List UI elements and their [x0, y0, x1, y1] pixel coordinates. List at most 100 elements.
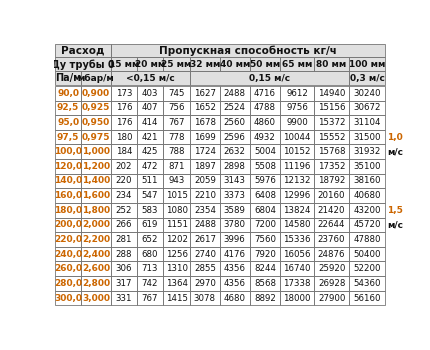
- Text: 3078: 3078: [194, 294, 216, 302]
- Text: 16740: 16740: [283, 264, 311, 273]
- Bar: [81, 174, 111, 188]
- Bar: [55, 86, 81, 100]
- Bar: [280, 174, 314, 188]
- Text: 3780: 3780: [224, 220, 246, 229]
- Text: 1652: 1652: [194, 103, 216, 112]
- Bar: [81, 291, 111, 305]
- Text: 1,800: 1,800: [82, 206, 110, 215]
- Bar: [314, 174, 349, 188]
- Bar: [349, 159, 385, 174]
- Bar: [220, 159, 250, 174]
- Bar: [111, 100, 137, 115]
- Text: 17352: 17352: [318, 162, 345, 171]
- Bar: [111, 218, 137, 232]
- Bar: [220, 174, 250, 188]
- Bar: [250, 218, 280, 232]
- Text: 5004: 5004: [254, 147, 276, 156]
- Text: 943: 943: [169, 176, 185, 186]
- Text: 3,000: 3,000: [82, 294, 110, 302]
- Bar: [163, 100, 190, 115]
- Bar: [163, 130, 190, 145]
- Text: 4788: 4788: [254, 103, 276, 112]
- Text: 10152: 10152: [283, 147, 311, 156]
- Bar: [220, 291, 250, 305]
- Text: 100,0: 100,0: [54, 147, 82, 156]
- Bar: [137, 174, 163, 188]
- Bar: [163, 232, 190, 247]
- Bar: [137, 100, 163, 115]
- Bar: [349, 71, 385, 85]
- Bar: [163, 115, 190, 130]
- Text: 2,400: 2,400: [82, 250, 110, 259]
- Text: 4356: 4356: [224, 279, 246, 288]
- Text: 652: 652: [141, 235, 158, 244]
- Bar: [81, 276, 111, 291]
- Text: 2740: 2740: [194, 250, 216, 259]
- Bar: [250, 261, 280, 276]
- Text: 90,0: 90,0: [57, 89, 79, 98]
- Bar: [314, 115, 349, 130]
- Bar: [137, 57, 163, 71]
- Text: 2898: 2898: [224, 162, 246, 171]
- Bar: [250, 159, 280, 174]
- Text: 403: 403: [141, 89, 158, 98]
- Bar: [190, 218, 220, 232]
- Bar: [163, 247, 190, 261]
- Bar: [280, 203, 314, 218]
- Bar: [220, 130, 250, 145]
- Bar: [81, 247, 111, 261]
- Bar: [250, 145, 280, 159]
- Text: 173: 173: [116, 89, 132, 98]
- Bar: [250, 100, 280, 115]
- Bar: [137, 291, 163, 305]
- Bar: [280, 261, 314, 276]
- Bar: [55, 57, 111, 71]
- Text: 2617: 2617: [194, 235, 216, 244]
- Text: 2970: 2970: [194, 279, 216, 288]
- Text: 742: 742: [141, 279, 158, 288]
- Bar: [250, 247, 280, 261]
- Bar: [314, 86, 349, 100]
- Bar: [55, 247, 81, 261]
- Bar: [280, 247, 314, 261]
- Bar: [250, 57, 280, 71]
- Text: 4716: 4716: [254, 89, 276, 98]
- Bar: [220, 188, 250, 203]
- Text: 26928: 26928: [318, 279, 345, 288]
- Bar: [55, 276, 81, 291]
- Text: 425: 425: [141, 147, 158, 156]
- Bar: [55, 232, 81, 247]
- Bar: [190, 130, 220, 145]
- Text: 1364: 1364: [166, 279, 187, 288]
- Bar: [314, 188, 349, 203]
- Bar: [190, 71, 349, 85]
- Bar: [220, 218, 250, 232]
- Bar: [111, 276, 137, 291]
- Bar: [137, 130, 163, 145]
- Text: 40680: 40680: [353, 191, 381, 200]
- Text: 1415: 1415: [166, 294, 187, 302]
- Bar: [163, 115, 190, 130]
- Bar: [314, 291, 349, 305]
- Bar: [55, 174, 81, 188]
- Bar: [220, 247, 250, 261]
- Bar: [314, 100, 349, 115]
- Text: 4356: 4356: [224, 264, 246, 273]
- Bar: [190, 261, 220, 276]
- Text: 6408: 6408: [254, 191, 276, 200]
- Bar: [55, 203, 81, 218]
- Text: 15372: 15372: [318, 118, 345, 127]
- Bar: [111, 115, 137, 130]
- Bar: [220, 188, 250, 203]
- Bar: [280, 188, 314, 203]
- Bar: [280, 232, 314, 247]
- Bar: [314, 159, 349, 174]
- Text: 23760: 23760: [318, 235, 345, 244]
- Bar: [190, 232, 220, 247]
- Bar: [55, 188, 81, 203]
- Bar: [111, 232, 137, 247]
- Text: 4860: 4860: [254, 118, 276, 127]
- Text: 4680: 4680: [224, 294, 246, 302]
- Bar: [190, 203, 220, 218]
- Text: 35100: 35100: [353, 162, 381, 171]
